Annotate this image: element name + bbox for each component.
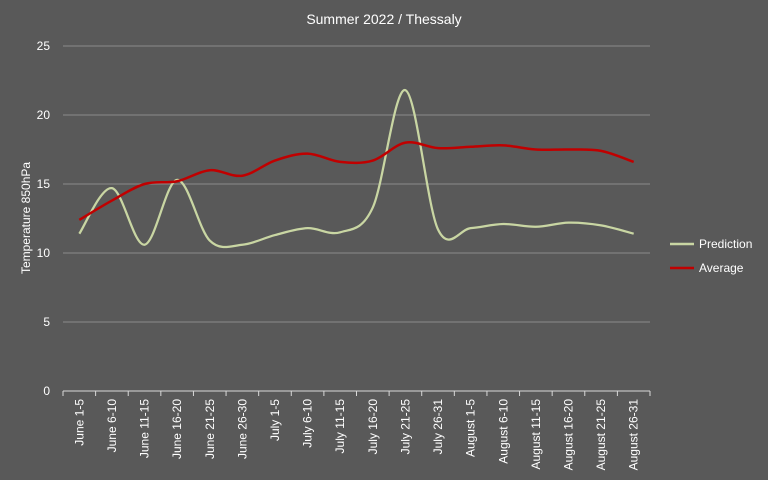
x-tick-label: June 21-25 xyxy=(203,399,217,459)
x-tick-label: July 6-10 xyxy=(301,399,315,448)
y-tick-label: 10 xyxy=(37,246,51,260)
x-tick-label: June 11-15 xyxy=(138,399,152,458)
y-tick-label: 25 xyxy=(37,39,51,53)
y-tick-label: 5 xyxy=(43,315,50,329)
x-tick-label: June 26-30 xyxy=(235,399,249,459)
x-tick-label: August 11-15 xyxy=(529,399,543,470)
x-tick-label: June 16-20 xyxy=(170,399,184,459)
x-tick-label: July 16-20 xyxy=(366,399,380,455)
x-tick-label: August 26-31 xyxy=(627,399,641,471)
series-line-prediction xyxy=(78,89,634,249)
chart-title: Summer 2022 / Thessaly xyxy=(306,11,461,27)
x-tick-label: August 16-20 xyxy=(561,399,575,471)
x-tick-label: August 1-5 xyxy=(464,399,478,457)
y-tick-label: 15 xyxy=(37,177,51,191)
y-tick-label: 0 xyxy=(43,384,50,398)
x-tick-label: August 21-25 xyxy=(594,399,608,471)
x-tick-label: August 6-10 xyxy=(496,399,510,464)
y-axis-title: Temperature 850hPa xyxy=(19,162,33,274)
legend: Prediction Average xyxy=(670,237,752,275)
gridlines xyxy=(63,45,650,392)
x-tick-label: July 11-15 xyxy=(333,399,347,454)
y-tick-label: 20 xyxy=(37,108,51,122)
legend-label-average: Average xyxy=(699,261,744,275)
x-tick-label: July 21-25 xyxy=(398,399,412,455)
series-lines xyxy=(78,89,635,249)
y-axis-ticks: 0 5 10 15 20 25 xyxy=(37,39,51,398)
x-tick-label: July 26-31 xyxy=(431,399,445,455)
x-axis-ticks: June 1-5 June 6-10 June 11-15 June 16-20 Jun… xyxy=(62,391,651,471)
x-tick-label: June 6-10 xyxy=(105,399,119,453)
x-tick-label: July 1-5 xyxy=(268,399,282,441)
x-tick-label: June 1-5 xyxy=(72,399,86,446)
series-line-average xyxy=(78,140,635,221)
legend-label-prediction: Prediction xyxy=(699,237,752,251)
